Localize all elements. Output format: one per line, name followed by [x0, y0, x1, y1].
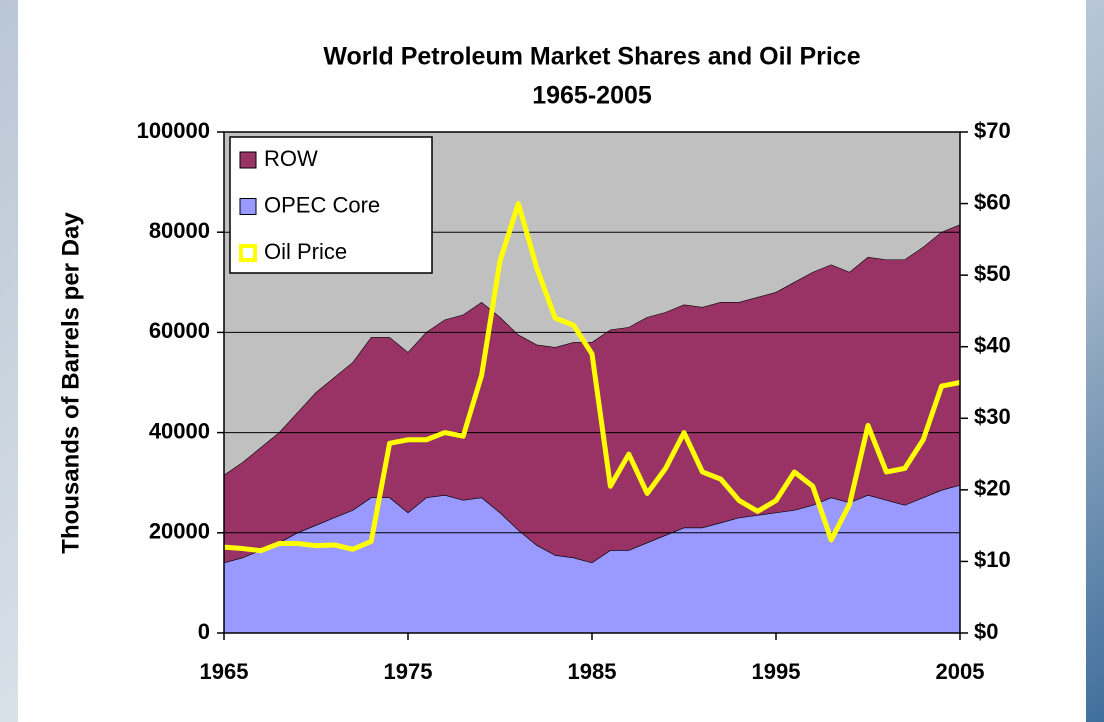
legend-box — [229, 136, 433, 274]
y2-tick-label: $70 — [974, 118, 1011, 143]
line — [223, 201, 961, 554]
y-tick-label: 0 — [198, 619, 210, 644]
plot-border — [223, 131, 961, 634]
x-tick-label: 1975 — [384, 659, 433, 684]
x-tick-label: 1995 — [752, 659, 801, 684]
chart-title: World Petroleum Market Shares and Oil Pr… — [323, 43, 860, 71]
y-tick-label: 100000 — [137, 118, 210, 143]
legend-label: OPEC Core — [264, 192, 380, 217]
y2-tick-label: $10 — [974, 547, 1011, 572]
legend-label: ROW — [264, 146, 318, 171]
y2-tick-label: $30 — [974, 404, 1011, 429]
x-tick-label: 1985 — [568, 659, 617, 684]
y2-tick-label: $20 — [974, 476, 1011, 501]
legend-swatch — [239, 198, 257, 215]
x-tick-label: 1965 — [200, 659, 249, 684]
y-tick-label: 40000 — [149, 418, 210, 443]
y2-tick-label: $40 — [974, 333, 1011, 358]
x-tick-label: 2005 — [936, 659, 985, 684]
legend-swatch — [239, 151, 257, 169]
y2-tick-label: $0 — [974, 619, 998, 644]
y-tick-label: 80000 — [149, 218, 210, 243]
y-tick-label: 60000 — [149, 318, 210, 343]
legend-label: Oil Price — [264, 239, 347, 264]
legend-swatch — [239, 244, 257, 262]
y-axis-label: Thousands of Barrels per Day — [57, 212, 84, 554]
chart-subtitle: 1965-2005 — [532, 82, 652, 110]
y2-tick-label: $60 — [974, 189, 1011, 214]
y-tick-label: 20000 — [149, 519, 210, 544]
y2-tick-label: $50 — [974, 261, 1011, 286]
